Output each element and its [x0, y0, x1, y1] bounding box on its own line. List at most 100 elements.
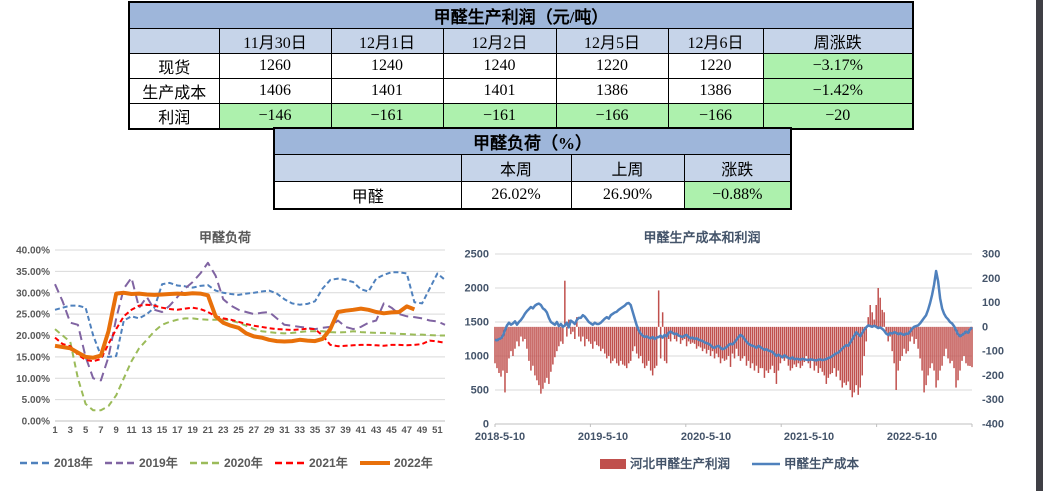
table-title-row: 甲醛生产利润（元/吨）	[128, 1, 914, 29]
y-tick-label: 10.00%	[16, 374, 50, 385]
x-tick-label: 33	[294, 425, 305, 436]
column-header: 12月5日	[555, 28, 669, 54]
value-cell: −146	[218, 103, 332, 130]
column-header: 涨跌	[683, 154, 792, 182]
x-tick-label: 2019-5-10	[578, 431, 628, 443]
table-title: 甲醛生产利润（元/吨）	[128, 1, 914, 29]
left-y-tick-label: 2500	[465, 249, 489, 261]
column-header: 周涨跌	[762, 28, 914, 54]
table-row: 生产成本 1406 1401 1401 1386 1386 −1.42%	[128, 78, 914, 104]
chart-title: 甲醛负荷	[199, 230, 251, 245]
change-cell: −0.88%	[683, 181, 792, 210]
legend-item: 2019年	[105, 455, 178, 470]
y-tick-label: 25.00%	[16, 310, 50, 321]
x-tick-label: 2020-5-10	[681, 431, 731, 443]
x-tick-label: 51	[432, 425, 443, 436]
x-tick-label: 29	[264, 425, 275, 436]
cost-profit-chart: 甲醛生产成本和利润250020001500100050003002001000-…	[465, 230, 1005, 471]
series-2018年	[54, 271, 446, 358]
load-chart: 甲醛负荷40.00%35.00%30.00%25.00%20.00%15.00%…	[16, 230, 446, 470]
x-tick-label: 15	[157, 425, 168, 436]
left-y-tick-label: 1000	[465, 351, 489, 363]
row-label: 生产成本	[128, 78, 220, 104]
y-tick-label: 0.00%	[22, 417, 50, 428]
value-cell: 1240	[442, 53, 557, 79]
value-cell: 26.02%	[460, 181, 572, 210]
table-row: 甲醛 26.02% 26.90% −0.88%	[273, 181, 792, 210]
y-tick-label: 40.00%	[16, 246, 50, 257]
column-header: 11月30日	[218, 28, 332, 54]
legend-item: 2018年	[20, 455, 93, 470]
value-cell: 1401	[442, 78, 557, 104]
value-cell: 1401	[330, 78, 444, 104]
y-tick-label: 5.00%	[22, 395, 50, 406]
x-tick-label: 37	[325, 425, 336, 436]
x-tick-label: 23	[218, 425, 229, 436]
x-tick-label: 25	[233, 425, 244, 436]
x-tick-label: 9	[114, 425, 119, 436]
series-2022年	[54, 290, 416, 360]
value-cell: 1240	[330, 53, 444, 79]
x-tick-label: 19	[187, 425, 198, 436]
right-y-tick-label: -400	[982, 419, 1004, 431]
left-y-tick-label: 2000	[465, 283, 489, 295]
value-cell: 1260	[218, 53, 332, 79]
legend-swatch-profit	[600, 459, 626, 469]
x-tick-label: 35	[310, 425, 321, 436]
window-edge	[1036, 0, 1043, 491]
value-cell: −161	[330, 103, 444, 130]
x-tick-label: 27	[249, 425, 260, 436]
legend-item: 2020年	[190, 455, 263, 470]
right-y-tick-label: 100	[982, 297, 1000, 309]
x-tick-label: 11	[126, 425, 137, 436]
legend-item: 2022年	[360, 455, 433, 470]
cost-line	[494, 269, 973, 362]
value-cell: 1220	[667, 53, 764, 79]
legend-label: 2021年	[309, 455, 348, 470]
value-cell: 26.90%	[570, 181, 685, 210]
legend-label: 甲醛生产成本	[784, 456, 860, 471]
value-cell: 1386	[555, 78, 669, 104]
y-tick-label: 20.00%	[16, 331, 50, 342]
left-y-tick-label: 0	[483, 419, 489, 431]
legend-label: 2022年	[394, 455, 433, 470]
right-y-tick-label: -100	[982, 346, 1004, 358]
column-header: 上周	[570, 154, 685, 182]
series-2020年	[54, 317, 445, 412]
legend-item: 2021年	[275, 455, 348, 470]
right-y-tick-label: 0	[982, 321, 988, 333]
column-header	[273, 154, 462, 182]
column-header	[128, 28, 220, 54]
x-tick-label: 17	[172, 425, 183, 436]
series-2021年	[54, 303, 446, 363]
column-header: 12月6日	[667, 28, 764, 54]
series-2019年	[54, 261, 446, 382]
x-tick-label: 41	[356, 425, 367, 436]
right-y-tick-label: -300	[982, 394, 1004, 406]
y-tick-label: 15.00%	[16, 352, 50, 363]
change-cell: −20	[762, 103, 914, 130]
left-y-tick-label: 1500	[465, 317, 489, 329]
load-table: 甲醛负荷（%） 本周 上周 涨跌 甲醛 26.02% 26.90% −0.88%	[273, 127, 792, 210]
row-label: 利润	[128, 103, 220, 130]
left-y-tick-label: 500	[471, 385, 489, 397]
x-tick-label: 7	[98, 425, 103, 436]
x-tick-label: 31	[279, 425, 290, 436]
column-header: 12月2日	[442, 28, 557, 54]
column-header: 12月1日	[330, 28, 444, 54]
x-tick-label: 2022-5-10	[887, 431, 937, 443]
x-tick-label: 2021-5-10	[784, 431, 834, 443]
x-tick-label: 2018-5-10	[475, 431, 525, 443]
x-tick-label: 49	[417, 425, 428, 436]
legend-label: 河北甲醛生产利润	[630, 456, 730, 471]
right-y-tick-label: 300	[982, 249, 1000, 261]
x-tick-label: 21	[203, 425, 214, 436]
table-title-row: 甲醛负荷（%）	[273, 127, 792, 155]
x-tick-label: 3	[68, 425, 73, 436]
change-cell: −1.42%	[762, 78, 914, 104]
table-row: 利润 −146 −161 −161 −166 −166 −20	[128, 103, 914, 130]
value-cell: 1386	[667, 78, 764, 104]
table-header-row: 11月30日 12月1日 12月2日 12月5日 12月6日 周涨跌	[128, 28, 914, 54]
table-row: 现货 1260 1240 1240 1220 1220 −3.17%	[128, 53, 914, 79]
x-tick-label: 39	[340, 425, 351, 436]
